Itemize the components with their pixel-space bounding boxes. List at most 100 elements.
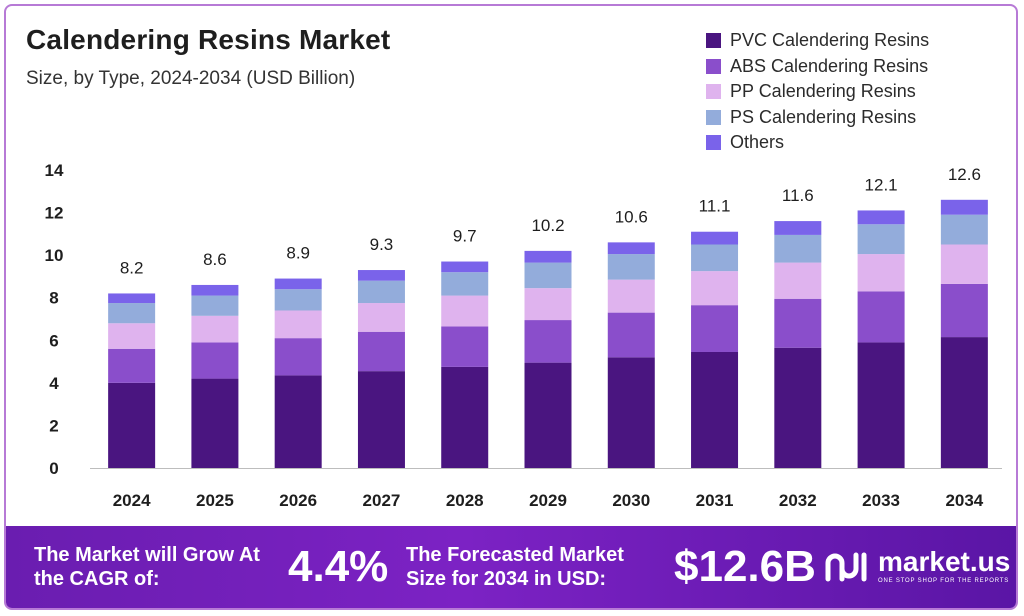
bar-segment bbox=[857, 224, 905, 255]
bar-segment bbox=[524, 288, 572, 321]
legend-item: Others bbox=[706, 130, 929, 156]
legend-swatch bbox=[706, 84, 721, 100]
chart-subtitle: Size, by Type, 2024-2034 (USD Billion) bbox=[26, 68, 356, 89]
legend-label: PVC Calendering Resins bbox=[730, 30, 930, 51]
bar-segment bbox=[691, 271, 739, 306]
forecast-size-value: $12.6B bbox=[674, 542, 816, 591]
bar-segment bbox=[274, 289, 322, 311]
bar-total-label: 12.1 bbox=[865, 175, 898, 194]
bar-segment bbox=[441, 366, 489, 468]
x-tick-label: 2024 bbox=[113, 491, 151, 510]
x-tick-label: 2031 bbox=[696, 491, 734, 510]
forecast-size-label: The Forecasted Market Size for 2034 in U… bbox=[406, 544, 624, 590]
bar-segment bbox=[441, 326, 489, 367]
market-us-logo-icon bbox=[825, 552, 867, 582]
x-tick-label: 2028 bbox=[446, 491, 484, 510]
bar-total-label: 8.2 bbox=[120, 258, 144, 277]
bar-segment bbox=[940, 214, 988, 245]
legend-label: PP Calendering Resins bbox=[730, 81, 916, 102]
brand-tagline: ONE STOP SHOP FOR THE REPORTS bbox=[878, 578, 1010, 584]
bar-segment bbox=[274, 375, 322, 468]
bar-total-label: 8.6 bbox=[203, 250, 227, 269]
chart-title: Calendering Resins Market bbox=[26, 24, 391, 55]
x-tick-label: 2032 bbox=[779, 491, 817, 510]
bar-segment bbox=[940, 337, 988, 468]
bar-total-label: 10.2 bbox=[531, 216, 564, 235]
bar-segment bbox=[191, 315, 239, 343]
y-tick-label: 0 bbox=[49, 459, 58, 478]
bar-segment bbox=[441, 261, 489, 273]
chart-legend: PVC Calendering Resins ABS Calendering Re… bbox=[706, 28, 929, 156]
bar-segment bbox=[357, 280, 405, 304]
bar-total-label: 9.7 bbox=[453, 227, 477, 246]
bar-segment bbox=[857, 291, 905, 343]
bar-segment bbox=[607, 254, 655, 280]
bar-segment bbox=[524, 362, 572, 468]
x-tick-label: 2030 bbox=[612, 491, 650, 510]
y-tick-label: 12 bbox=[45, 204, 64, 223]
x-tick-label: 2034 bbox=[945, 491, 983, 510]
x-tick-label: 2025 bbox=[196, 491, 234, 510]
bar-segment bbox=[191, 378, 239, 468]
bar-segment bbox=[940, 244, 988, 284]
y-tick-label: 8 bbox=[49, 289, 58, 308]
y-tick-label: 4 bbox=[49, 374, 59, 393]
x-tick-label: 2029 bbox=[529, 491, 567, 510]
bar-segment bbox=[357, 270, 405, 281]
x-tick-label: 2033 bbox=[862, 491, 900, 510]
y-tick-label: 14 bbox=[45, 161, 64, 180]
bar-segment bbox=[108, 303, 156, 324]
bar-total-label: 11.1 bbox=[699, 197, 731, 216]
bar-segment bbox=[524, 262, 572, 289]
bar-segment bbox=[774, 221, 822, 235]
bar-segment bbox=[441, 272, 489, 296]
bar-segment bbox=[607, 242, 655, 255]
legend-label: ABS Calendering Resins bbox=[730, 55, 929, 76]
bar-segment bbox=[607, 279, 655, 313]
bar-segment bbox=[857, 210, 905, 225]
bar-segment bbox=[940, 283, 988, 338]
bar-segment bbox=[108, 382, 156, 468]
x-tick-label: 2027 bbox=[363, 491, 401, 510]
cagr-label: The Market will Grow At the CAGR of: bbox=[34, 544, 260, 590]
bar-total-label: 9.3 bbox=[370, 235, 394, 254]
bar-segment bbox=[691, 351, 739, 468]
bar-segment bbox=[691, 305, 739, 352]
legend-label: Others bbox=[730, 132, 785, 153]
bar-segment bbox=[441, 295, 489, 327]
bar-segment bbox=[274, 310, 322, 339]
legend-swatch bbox=[706, 33, 721, 49]
brand-name: market.us bbox=[878, 546, 1011, 577]
bar-total-label: 10.6 bbox=[615, 207, 648, 226]
bar-segment bbox=[191, 342, 239, 379]
bar-total-label: 12.6 bbox=[948, 165, 981, 184]
bar-segment bbox=[607, 312, 655, 358]
bar-segment bbox=[774, 347, 822, 468]
bar-segment bbox=[774, 262, 822, 299]
legend-swatch bbox=[706, 58, 721, 74]
bar-total-label: 8.9 bbox=[286, 244, 310, 263]
stacked-bar-chart: 0 2 4 6 8 10 12 14 8.2 2024 8.6 2025 8.9 2026 9.3 2027 9… bbox=[45, 161, 1002, 510]
legend-item: PVC Calendering Resins bbox=[706, 28, 929, 54]
legend-item: PP Calendering Resins bbox=[706, 79, 929, 105]
bar-segment bbox=[191, 284, 239, 296]
legend-label: PS Calendering Resins bbox=[730, 106, 917, 127]
bar-segment bbox=[774, 234, 822, 263]
x-tick-label: 2026 bbox=[279, 491, 317, 510]
legend-swatch bbox=[706, 109, 721, 125]
bar-segment bbox=[357, 331, 405, 372]
legend-swatch bbox=[706, 135, 721, 151]
y-tick-label: 10 bbox=[45, 246, 64, 265]
footer-banner: The Market will Grow At the CAGR of: 4.4… bbox=[6, 526, 1016, 608]
bar-segment bbox=[607, 357, 655, 468]
cagr-value: 4.4% bbox=[288, 542, 389, 591]
bar-segment bbox=[857, 342, 905, 468]
infographic-frame: Calendering Resins Market Size, by Type,… bbox=[4, 4, 1018, 610]
bar-segment bbox=[857, 254, 905, 292]
bar-segment bbox=[108, 323, 156, 349]
bar-segment bbox=[108, 293, 156, 304]
bar-segment bbox=[357, 303, 405, 332]
y-tick-label: 6 bbox=[49, 331, 58, 350]
bar-segment bbox=[274, 338, 322, 376]
bar-segment bbox=[940, 199, 988, 215]
